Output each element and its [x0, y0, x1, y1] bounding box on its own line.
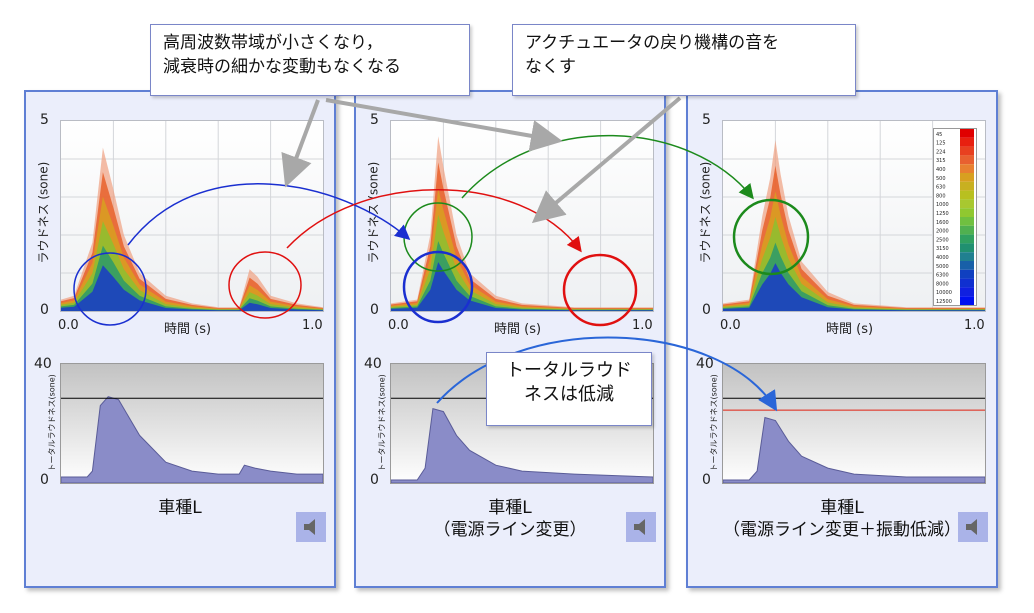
- caption: 車種L （電源ライン変更）: [356, 497, 664, 541]
- legend-swatch: [960, 217, 974, 226]
- legend-swatch: [960, 261, 974, 270]
- y-axis-label: ラウドネス (sone): [366, 161, 381, 264]
- total-loudness-plot: [722, 363, 986, 484]
- legend-label: 800: [936, 193, 946, 199]
- legend-label: 45: [936, 132, 942, 138]
- caption: 車種L: [26, 497, 334, 519]
- y-tick-0: 0: [370, 302, 379, 318]
- legend-swatch: [960, 243, 974, 253]
- legend-label: 500: [936, 176, 946, 182]
- legend-swatch: [960, 129, 974, 138]
- legend-swatch: [960, 190, 974, 200]
- callout-line: ネスは低減: [524, 384, 614, 405]
- y-tick-0b: 0: [370, 472, 379, 488]
- frequency-legend: 45 125 224 315 400 500 630 800 1000 1250 1600 2000 2…: [933, 128, 977, 306]
- legend-label: 3150: [936, 246, 949, 252]
- caption-line: 車種L: [158, 498, 202, 518]
- legend-swatch: [960, 225, 974, 235]
- y-tick-40: 40: [364, 356, 382, 372]
- total-y-label: トータルラウドネス(sone): [47, 374, 57, 472]
- caption-line: （電源ライン変更＋振動低減）: [723, 520, 961, 540]
- callout-total-loudness: トータルラウド ネスは低減: [486, 352, 652, 426]
- callout-line: なくす: [525, 57, 576, 77]
- x-axis-label: 時間 (s): [494, 322, 542, 337]
- callout-high-frequency: 高周波数帯域が小さくなり， 減衰時の細かな変動もなくなる: [150, 24, 470, 96]
- legend-label: 125: [936, 141, 946, 147]
- panel-3: 45 125 224 315 400 500 630 800 1000 1250 1600 2000 2…: [686, 90, 998, 588]
- legend-swatch: [960, 234, 974, 244]
- legend-swatch: [960, 208, 974, 217]
- legend-label: 1250: [936, 211, 949, 217]
- legend-label: 2500: [936, 237, 949, 243]
- legend-label: 8000: [936, 281, 949, 287]
- y-tick-5: 5: [40, 112, 49, 128]
- legend-swatch: [960, 278, 974, 288]
- legend-swatch: [960, 146, 974, 156]
- x-tick-0: 0.0: [388, 318, 409, 333]
- spectrogram-plot: [60, 120, 324, 312]
- legend-swatch: [960, 252, 974, 261]
- y-tick-40: 40: [34, 356, 52, 372]
- speaker-icon[interactable]: [958, 512, 988, 542]
- legend-swatch: [960, 155, 974, 165]
- callout-actuator: アクチュエータの戻り機構の音を なくす: [512, 24, 856, 96]
- panel-1: 5 0 0.0 1.0 時間 (s) ラウドネス (sone) 40 0 トータ…: [24, 90, 336, 588]
- callout-line: トータルラウド: [506, 360, 632, 381]
- legend-label: 10000: [936, 290, 952, 296]
- legend-label: 5000: [936, 264, 949, 270]
- total-loudness-area: [61, 396, 323, 483]
- spectrogram-plot: [390, 120, 654, 312]
- total-y-label: トータルラウドネス(sone): [377, 374, 387, 472]
- total-loudness-area: [723, 416, 985, 483]
- y-tick-5: 5: [370, 112, 379, 128]
- legend-label: 315: [936, 158, 946, 164]
- y-axis-label: ラウドネス (sone): [698, 161, 713, 264]
- legend-label: 4000: [936, 255, 949, 261]
- speaker-icon[interactable]: [626, 512, 656, 542]
- legend-label: 6300: [936, 273, 949, 279]
- y-tick-40: 40: [696, 356, 714, 372]
- caption-line: （電源ライン変更）: [433, 520, 587, 540]
- x-tick-1: 1.0: [632, 318, 653, 333]
- panel-2: 5 0 0.0 1.0 時間 (s) ラウドネス (sone) 40 0 トータ…: [354, 90, 666, 588]
- x-axis-label: 時間 (s): [164, 322, 212, 337]
- speaker-icon[interactable]: [296, 512, 326, 542]
- legend-swatch: [960, 173, 974, 182]
- legend-swatch: [960, 164, 974, 173]
- x-tick-1: 1.0: [302, 318, 323, 333]
- legend-label: 2000: [936, 229, 949, 235]
- legend-swatch: [960, 287, 974, 297]
- caption-line: 車種L: [820, 498, 864, 518]
- y-tick-0: 0: [702, 302, 711, 318]
- legend-swatch: [960, 296, 974, 305]
- total-y-label: トータルラウドネス(sone): [709, 374, 719, 472]
- y-tick-0: 0: [40, 302, 49, 318]
- legend-swatch: [960, 137, 974, 147]
- legend-label: 1600: [936, 220, 949, 226]
- callout-line: 減衰時の細かな変動もなくなる: [163, 57, 401, 77]
- x-axis-label: 時間 (s): [826, 322, 874, 337]
- legend-label: 400: [936, 167, 946, 173]
- x-tick-0: 0.0: [58, 318, 79, 333]
- legend-label: 1000: [936, 202, 949, 208]
- legend-label: 630: [936, 185, 946, 191]
- caption-line: 車種L: [488, 498, 532, 518]
- callout-line: アクチュエータの戻り機構の音を: [525, 33, 780, 53]
- legend-label: 12500: [936, 299, 952, 305]
- x-tick-1: 1.0: [964, 318, 985, 333]
- x-tick-0: 0.0: [720, 318, 741, 333]
- legend-label: 224: [936, 149, 946, 155]
- y-tick-0b: 0: [702, 472, 711, 488]
- y-tick-5: 5: [702, 112, 711, 128]
- y-tick-0b: 0: [40, 472, 49, 488]
- total-loudness-plot: [60, 363, 324, 484]
- caption: 車種L （電源ライン変更＋振動低減）: [688, 497, 996, 541]
- legend-swatch: [960, 199, 974, 209]
- callout-line: 高周波数帯域が小さくなり，: [163, 33, 383, 53]
- y-axis-label: ラウドネス (sone): [36, 161, 51, 264]
- total-loudness-area: [391, 407, 653, 483]
- legend-swatch: [960, 181, 974, 191]
- legend-swatch: [960, 269, 974, 279]
- spectrum-band-5: [723, 263, 985, 311]
